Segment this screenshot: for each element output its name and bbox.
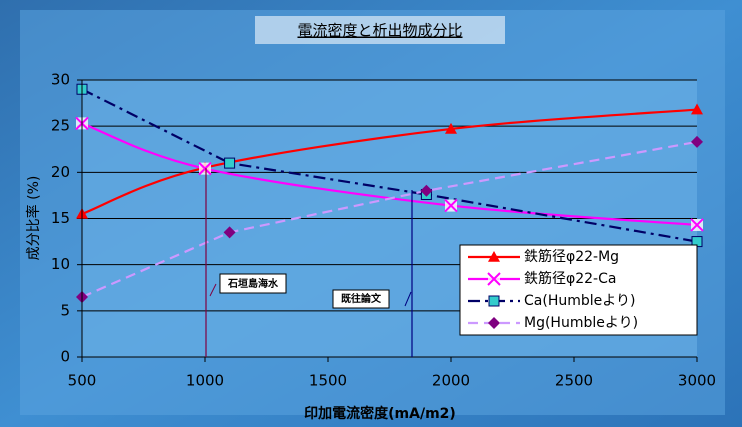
legend-box xyxy=(459,244,698,336)
marker xyxy=(691,135,703,148)
marker xyxy=(690,218,704,232)
marker xyxy=(488,295,500,307)
x-tick-label: 2000 xyxy=(432,372,470,390)
x-tick-label: 500 xyxy=(68,372,97,390)
legend-label: 鉄筋径φ22-Ca xyxy=(524,270,616,287)
marker-x xyxy=(444,198,458,213)
annotation-pointer xyxy=(404,291,412,307)
y-axis-label: 成分比率 (%) xyxy=(25,176,42,261)
x-tick-label: 1000 xyxy=(186,372,224,390)
marker-x xyxy=(487,272,501,286)
title-box xyxy=(255,16,505,44)
marker xyxy=(488,251,500,262)
series-line xyxy=(81,88,698,243)
marker xyxy=(420,184,433,197)
annotation: 既往論文 xyxy=(341,292,382,305)
legend-label: 鉄筋径φ22-Mg xyxy=(524,248,619,265)
series-line xyxy=(81,122,698,227)
marker xyxy=(444,198,458,213)
y-tick-label: 25 xyxy=(51,117,70,135)
marker-x xyxy=(198,161,212,176)
y-tick-label: 15 xyxy=(51,209,70,227)
series-line xyxy=(81,108,698,215)
y-tick-label: 30 xyxy=(51,71,70,89)
legend-label: Ca(Humbleより) xyxy=(524,293,635,309)
y-tick-label: 10 xyxy=(51,255,70,273)
x-tick-label: 3000 xyxy=(678,372,716,390)
legend-label: Mg(Humbleより) xyxy=(524,315,638,331)
marker xyxy=(488,317,500,329)
marker xyxy=(487,272,501,286)
y-tick-label: 0 xyxy=(60,348,70,366)
annotation-pointer xyxy=(209,283,217,297)
annotation-box xyxy=(219,273,287,294)
marker xyxy=(224,157,236,169)
annotation-box xyxy=(332,289,390,309)
y-tick-label: 5 xyxy=(60,301,70,319)
chart-title: 電流密度と析出物成分比 xyxy=(297,22,462,40)
x-tick-label: 2500 xyxy=(555,372,593,390)
marker xyxy=(691,103,703,115)
marker xyxy=(445,122,457,134)
x-tick-label: 1500 xyxy=(309,372,347,390)
y-tick-label: 20 xyxy=(51,163,70,181)
x-axis-label: 印加電流密度(mA/m2) xyxy=(304,405,456,422)
marker xyxy=(223,226,236,239)
marker-x xyxy=(690,218,704,232)
series-line xyxy=(81,140,698,298)
annotation: 石垣島海水 xyxy=(227,277,279,290)
marker xyxy=(198,161,212,176)
